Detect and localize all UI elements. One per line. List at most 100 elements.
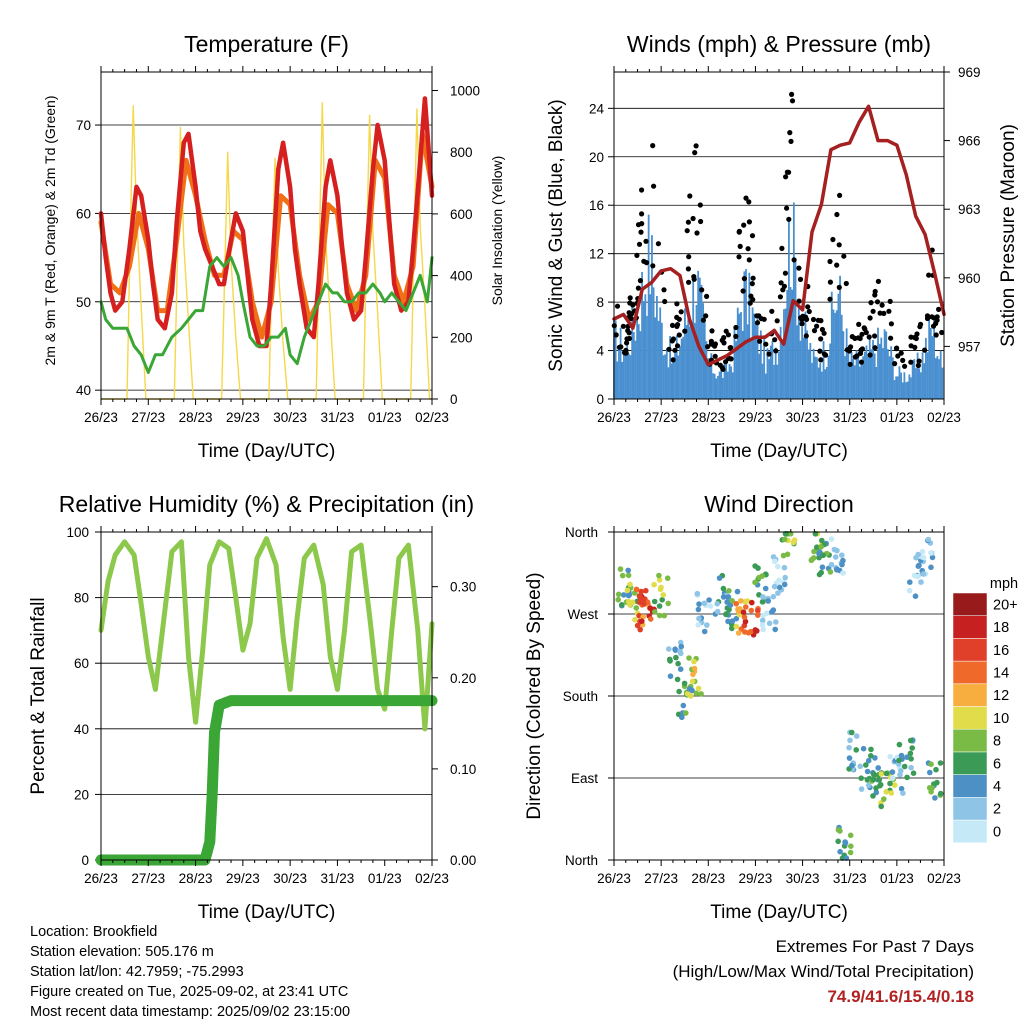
legend-label: 4: [993, 779, 1001, 795]
gust-point: [678, 309, 684, 315]
gust-point: [846, 348, 853, 354]
direction-point: [759, 599, 766, 605]
y-tick-label: North: [565, 853, 598, 868]
gust-point: [803, 333, 809, 339]
direction-point: [762, 585, 769, 592]
direction-point: [656, 572, 662, 579]
direction-point: [681, 680, 688, 687]
direction-point: [911, 572, 918, 579]
direction-point: [678, 650, 684, 657]
gust-point: [914, 331, 920, 337]
direction-point: [714, 600, 720, 607]
gust-point: [818, 318, 824, 324]
y2-tick-label: 0.20: [450, 671, 476, 686]
gust-point: [834, 262, 840, 268]
legend-label: 20+: [993, 597, 1018, 613]
x-tick-label: 28/23: [691, 871, 725, 886]
direction-point: [932, 795, 938, 801]
direction-point: [839, 552, 845, 558]
gust-point: [859, 331, 865, 337]
gust-point: [661, 287, 667, 293]
direction-point: [665, 600, 671, 607]
direction-point: [771, 583, 778, 590]
direction-point: [683, 710, 689, 716]
gust-point: [737, 243, 743, 249]
x-tick-label: 28/23: [691, 410, 725, 425]
direction-point: [765, 598, 771, 604]
direction-point: [848, 843, 854, 849]
direction-point: [828, 561, 835, 568]
direction-point: [664, 575, 671, 581]
direction-point: [769, 609, 775, 615]
x-axis-label: Time (Day/UTC): [710, 902, 848, 923]
gust-point: [674, 343, 681, 349]
direction-point: [819, 564, 826, 570]
legend-label: 16: [993, 643, 1009, 659]
y2-tick-label: 800: [450, 145, 473, 160]
gust-point: [830, 236, 836, 243]
direction-point: [633, 605, 640, 611]
gust-point: [698, 218, 704, 225]
y-tick-label: 0: [596, 392, 604, 407]
direction-point: [701, 600, 708, 607]
direction-point: [666, 646, 672, 652]
series-total-rainfall: [95, 695, 438, 866]
gust-point: [868, 300, 874, 306]
direction-point: [928, 564, 934, 571]
legend-label: 2: [993, 802, 1001, 818]
direction-point: [760, 612, 766, 619]
direction-point: [707, 603, 714, 609]
gust-point: [750, 297, 756, 303]
gust-point: [774, 318, 780, 324]
gust-point: [746, 257, 752, 263]
direction-point: [725, 618, 731, 625]
direction-point: [752, 579, 758, 586]
gust-point: [848, 344, 854, 350]
gust-point: [733, 333, 739, 339]
gust-point: [676, 332, 682, 338]
legend-swatch: [952, 592, 988, 616]
y-axis-label: Direction (Colored By Speed): [524, 572, 545, 819]
direction-point: [860, 745, 867, 752]
direction-point: [733, 600, 739, 607]
gust-point: [881, 310, 887, 316]
y2-tick-label: 963: [958, 202, 981, 217]
gust-point: [728, 345, 734, 351]
direction-point: [617, 566, 624, 572]
x-tick-label: 26/23: [597, 410, 631, 425]
gust-point: [750, 275, 756, 281]
direction-point: [847, 832, 854, 839]
legend-swatch: [952, 706, 988, 730]
gust-point: [635, 222, 642, 228]
x-tick-label: 02/23: [927, 410, 961, 425]
direction-point: [909, 745, 915, 751]
x-tick-label: 30/23: [786, 410, 820, 425]
direction-point: [641, 601, 647, 607]
y2-tick-label: 957: [958, 339, 981, 354]
y-tick-label: 16: [589, 198, 604, 213]
gust-point: [934, 314, 940, 320]
gust-point: [641, 258, 647, 264]
gust-point: [745, 246, 751, 252]
direction-point: [684, 691, 691, 697]
direction-point: [743, 604, 749, 610]
direction-point: [775, 563, 781, 570]
direction-point: [742, 618, 749, 625]
gust-point: [799, 321, 805, 327]
direction-point: [689, 678, 696, 685]
gust-point: [694, 230, 700, 236]
y-tick-label: 8: [596, 295, 604, 310]
direction-point: [925, 536, 932, 543]
gust-point: [638, 229, 644, 235]
direction-point: [651, 581, 657, 588]
gust-point: [879, 302, 885, 308]
direction-point: [881, 796, 887, 802]
direction-point: [755, 607, 761, 614]
direction-point: [878, 803, 884, 810]
direction-point: [907, 737, 914, 744]
location-text: Location: Brookfield: [30, 924, 158, 940]
legend-swatch: [952, 751, 988, 775]
direction-point: [846, 755, 853, 761]
direction-point: [672, 647, 679, 653]
